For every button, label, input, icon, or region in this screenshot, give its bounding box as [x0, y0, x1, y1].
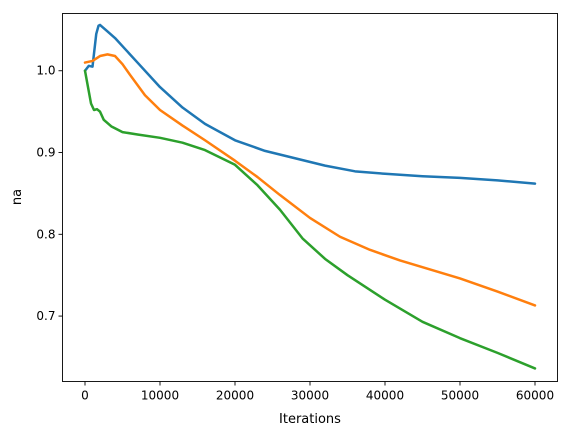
- y-tick-label: 1.0: [36, 64, 55, 78]
- x-tick-label: 60000: [516, 389, 554, 403]
- x-tick-label: 10000: [141, 389, 179, 403]
- y-axis: 0.7 0.8 0.9 1.0: [36, 64, 63, 323]
- x-tick-label: 30000: [291, 389, 329, 403]
- x-tick-label: 40000: [366, 389, 404, 403]
- y-axis-label: na: [10, 189, 25, 205]
- x-tick-label: 0: [81, 389, 89, 403]
- series-line-3: [83, 69, 537, 370]
- y-tick-label: 0.9: [36, 146, 55, 160]
- x-axis-label: Iterations: [279, 412, 341, 427]
- y-tick-label: 0.8: [36, 227, 55, 241]
- y-tick-label: 0.7: [36, 309, 55, 323]
- plot-frame: [62, 13, 558, 382]
- x-axis: 0 10000 20000 30000 40000 50000 60000: [81, 381, 554, 403]
- series-layer: [83, 23, 537, 370]
- x-tick-label: 20000: [216, 389, 254, 403]
- x-tick-label: 50000: [441, 389, 479, 403]
- series-line-1: [83, 23, 537, 185]
- series-line-2: [83, 53, 537, 307]
